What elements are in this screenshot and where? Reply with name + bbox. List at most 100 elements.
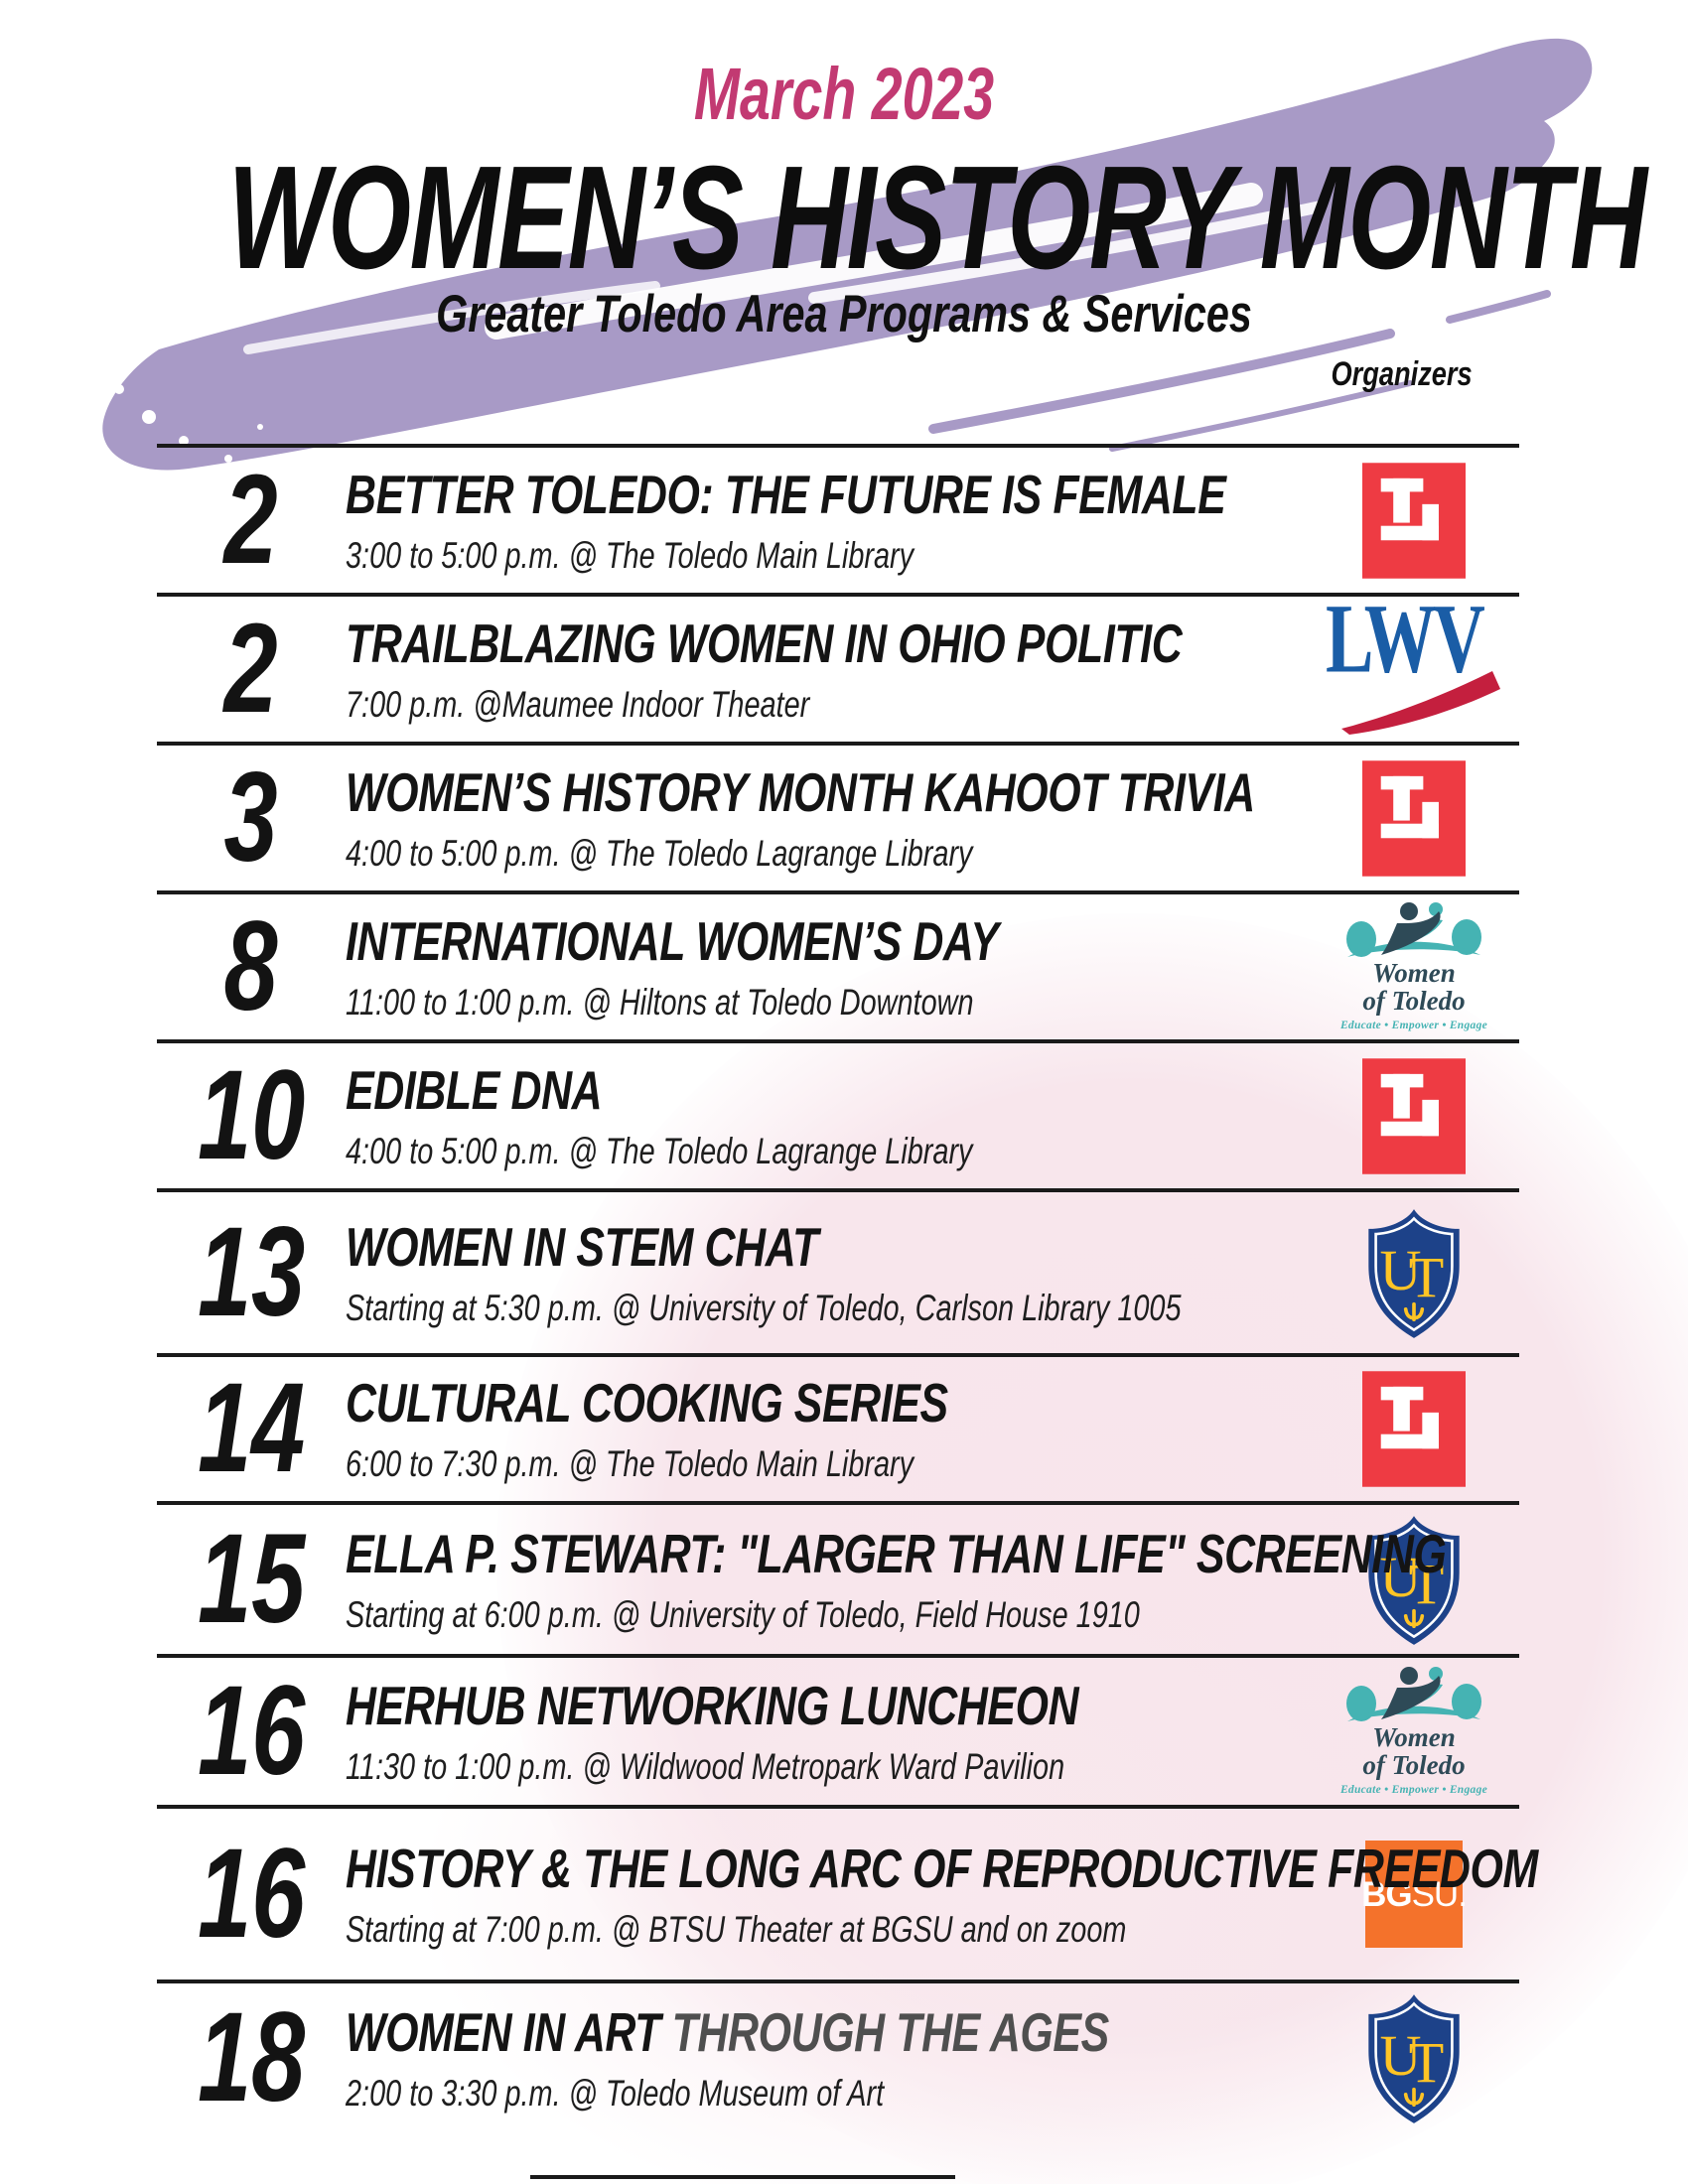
women-of-toledo-logo: Women of Toledo Educate • Empower • Enga… [1333,901,1496,1032]
organizer-logo: LWV [1309,584,1519,739]
women-of-toledo-tagline: Educate • Empower • Engage [1339,1020,1488,1032]
event-time-location: 4:00 to 5:00 p.m. @ The Toledo Lagrange … [346,1130,973,1171]
organizer-logo: BG SU. [1309,1841,1519,1948]
event-date: 2 [223,448,279,591]
organizer-logo [1309,1057,1519,1174]
event-row: 10 EDIBLE DNA 4:00 to 5:00 p.m. @ The To… [157,1043,1519,1192]
svg-text:U: U [1380,1238,1422,1302]
event-info: HISTORY & THE LONG ARC OF REPRODUCTIVE F… [346,1837,1538,1950]
event-title: HISTORY & THE LONG ARC OF REPRODUCTIVE F… [346,1837,1538,1899]
toledo-library-logo-icon [1362,1371,1466,1487]
women-of-toledo-figures-icon [1346,902,1481,958]
event-time-location: 6:00 to 7:30 p.m. @ The Toledo Main Libr… [346,1443,914,1484]
event-title: BETTER TOLEDO: THE FUTURE IS FEMALE [346,463,1226,525]
svg-text:U: U [1380,1545,1422,1609]
event-info: HERHUB NETWORKING LUNCHEON 11:30 to 1:00… [346,1674,1309,1787]
organizer-logo [1309,1371,1519,1487]
event-info: CULTURAL COOKING SERIES 6:00 to 7:30 p.m… [346,1372,1309,1484]
event-title: CULTURAL COOKING SERIES [346,1372,948,1433]
event-title: EDIBLE DNA [346,1058,603,1121]
event-row: 14 CULTURAL COOKING SERIES 6:00 to 7:30 … [157,1357,1519,1505]
event-time-location: Starting at 6:00 p.m. @ University of To… [346,1593,1140,1635]
organizer-logo: U T [1309,1991,1519,2125]
page-title: WOMEN’S HISTORY MONTH [227,136,1647,300]
toledo-library-logo-icon [1362,759,1466,877]
bgsu-logo-text: SU. [1411,1874,1468,1914]
event-row: 3 WOMEN’S HISTORY MONTH KAHOOT TRIVIA 4:… [157,746,1519,894]
event-time-location: Starting at 7:00 p.m. @ BTSU Theater at … [346,1908,1127,1950]
event-time-location: 3:00 to 5:00 p.m. @ The Toledo Main Libr… [346,534,914,576]
event-row: 16 HISTORY & THE LONG ARC OF REPRODUCTIV… [157,1809,1538,1983]
event-time-location: Starting at 5:30 p.m. @ University of To… [346,1287,1182,1328]
event-info: EDIBLE DNA 4:00 to 5:00 p.m. @ The Toled… [346,1058,1309,1171]
organizers-column-label: Organizers [1331,355,1473,393]
bgsu-logo-text: BG [1361,1874,1412,1914]
svg-text:T: T [1409,1552,1445,1616]
event-title: TRAILBLAZING WOMEN IN OHIO POLITIC [346,612,1183,674]
university-of-toledo-shield-icon: U T [1368,1208,1460,1338]
event-row: 2 BETTER TOLEDO: THE FUTURE IS FEMALE 3:… [157,448,1519,597]
event-date: 13 [197,1200,306,1343]
event-date: 15 [197,1507,306,1650]
organizer-logo: U T [1309,1206,1519,1340]
event-date: 10 [197,1043,306,1186]
event-row: 2 TRAILBLAZING WOMEN IN OHIO POLITIC 7:0… [157,584,1519,746]
organizer-logo [1309,759,1519,877]
event-date: 16 [197,1822,306,1965]
svg-text:U: U [1380,2023,1422,2088]
event-time-location: 11:00 to 1:00 p.m. @ Hiltons at Toledo D… [346,981,974,1023]
university-of-toledo-shield-icon: U T [1368,1993,1460,2123]
toledo-library-logo-icon [1362,462,1466,579]
toledo-library-logo-icon [1362,1057,1466,1174]
event-date: 16 [197,1659,306,1802]
lwv-swoosh-icon [1341,671,1500,735]
purple-brush-decoration [70,38,1593,472]
event-title: ELLA P. STEWART: "LARGER THAN LIFE" SCRE… [346,1522,1447,1584]
page-subtitle: Greater Toledo Area Programs & Services [436,285,1252,343]
event-time-location: 7:00 p.m. @Maumee Indoor Theater [346,683,810,725]
women-of-toledo-logo-text: Women [1372,958,1456,989]
women-of-toledo-logo-text: of Toledo [1362,1749,1466,1780]
women-of-toledo-logo-text: of Toledo [1362,985,1466,1016]
women-of-toledo-tagline: Educate • Empower • Engage [1339,1784,1488,1797]
event-title: WOMEN IN STEM CHAT [346,1215,818,1278]
event-time-location: 4:00 to 5:00 p.m. @ The Toledo Lagrange … [346,832,973,874]
women-of-toledo-logo-text: Women [1372,1722,1456,1753]
event-row: 18 WOMEN IN ART THROUGH THE AGES 2:00 to… [157,1983,1519,2184]
event-info: WOMEN IN STEM CHAT Starting at 5:30 p.m.… [346,1215,1309,1328]
event-row: 8 INTERNATIONAL WOMEN’S DAY 11:00 to 1:0… [157,894,1519,1043]
event-date: 14 [197,1357,306,1500]
university-of-toledo-shield-icon: U T [1368,1515,1460,1645]
bottom-partial-divider [530,2175,955,2179]
event-date: 2 [223,597,279,740]
month-label: March 2023 [693,53,995,135]
women-of-toledo-figures-icon [1346,1667,1481,1722]
event-time-location: 11:30 to 1:00 p.m. @ Wildwood Metropark … [346,1745,1065,1787]
event-info: WOMEN’S HISTORY MONTH KAHOOT TRIVIA 4:00… [346,760,1309,874]
organizer-logo: Women of Toledo Educate • Empower • Enga… [1309,901,1519,1032]
events-list: 2 BETTER TOLEDO: THE FUTURE IS FEMALE 3:… [157,444,1538,2184]
event-time-location: 2:00 to 3:30 p.m. @ Toledo Museum of Art [346,2072,885,2114]
event-date: 8 [223,894,279,1037]
bgsu-logo: BG SU. [1361,1841,1468,1948]
event-row: 13 WOMEN IN STEM CHAT Starting at 5:30 p… [157,1192,1519,1357]
event-info: TRAILBLAZING WOMEN IN OHIO POLITIC 7:00 … [346,612,1309,725]
organizer-logo [1309,462,1519,579]
event-info: INTERNATIONAL WOMEN’S DAY 11:00 to 1:00 … [346,913,1309,1023]
event-info: WOMEN IN ART THROUGH THE AGES 2:00 to 3:… [346,2004,1309,2114]
event-row: 15 ELLA P. STEWART: "LARGER THAN LIFE" S… [157,1505,1519,1658]
event-row: 16 HERHUB NETWORKING LUNCHEON 11:30 to 1… [157,1658,1519,1809]
event-date: 3 [223,746,279,888]
organizer-logo: U T [1309,1513,1519,1647]
event-title: WOMEN’S HISTORY MONTH KAHOOT TRIVIA [346,760,1255,823]
organizer-logo: Women of Toledo Educate • Empower • Enga… [1309,1666,1519,1797]
svg-text:T: T [1409,2030,1445,2095]
lwv-logo: LWV [1326,584,1502,739]
event-info: BETTER TOLEDO: THE FUTURE IS FEMALE 3:00… [346,463,1309,576]
lwv-logo-text: LWV [1326,584,1485,694]
event-info: ELLA P. STEWART: "LARGER THAN LIFE" SCRE… [346,1522,1447,1635]
svg-text:T: T [1409,1245,1445,1309]
event-title: HERHUB NETWORKING LUNCHEON [346,1674,1079,1736]
women-of-toledo-logo: Women of Toledo Educate • Empower • Enga… [1333,1666,1496,1797]
